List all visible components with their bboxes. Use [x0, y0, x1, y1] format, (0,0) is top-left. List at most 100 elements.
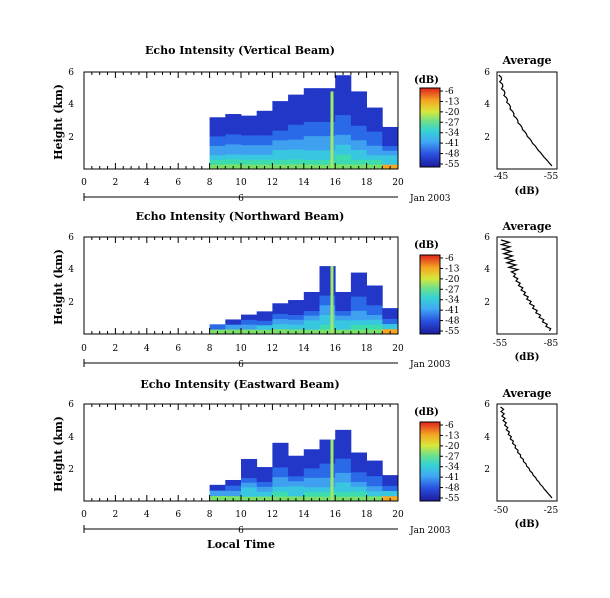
heatmap-cell	[303, 140, 320, 146]
heatmap-cell	[272, 125, 289, 131]
heatmap-cell	[272, 303, 289, 309]
colorbar-tick-label: -6	[445, 421, 454, 431]
heatmap-cell	[272, 467, 289, 473]
heatmap-cell	[272, 452, 289, 458]
colorbar-tick-label: -34	[445, 463, 460, 473]
day-label: 6	[238, 526, 244, 536]
heatmap-cell	[303, 296, 320, 302]
heatmap-cell	[319, 159, 336, 165]
heatmap-cell	[335, 291, 352, 298]
heatmap-cell	[366, 490, 383, 497]
heatmap-cell	[303, 135, 320, 141]
heatmap-cell	[303, 102, 320, 108]
heatmap-cell	[241, 482, 258, 488]
heatmap-cell	[335, 80, 352, 86]
heatmap-cell	[350, 319, 367, 325]
heatmap-cell	[303, 121, 320, 127]
heatmap-cell	[256, 154, 273, 160]
avg-y-tick-label: 6	[484, 233, 490, 243]
y-axis-label: Height (km)	[52, 84, 65, 160]
heatmap-cell	[272, 135, 289, 141]
heatmap-cell	[272, 144, 289, 150]
heatmap-cell	[272, 318, 289, 325]
heatmap-cell	[225, 159, 242, 165]
heatmap-cell	[288, 485, 305, 492]
heatmap-cell	[225, 139, 242, 145]
colorbar-tick-label: -13	[445, 264, 460, 274]
heatmap-cell	[335, 453, 352, 459]
heatmap-cell	[319, 285, 336, 291]
y-tick-label: 4	[68, 433, 74, 443]
heatmap-cell	[350, 159, 367, 165]
heatmap-cell	[319, 463, 336, 469]
heatmap-cell	[319, 444, 336, 450]
heatmap-cell	[225, 490, 242, 497]
heatmap-cell	[303, 458, 320, 464]
heatmap-cell	[225, 144, 242, 150]
heatmap-cell	[319, 309, 336, 315]
heatmap-cell	[225, 485, 242, 491]
heatmap-cell	[288, 94, 305, 100]
x-ticks	[83, 404, 399, 501]
heatmap-cell	[366, 131, 383, 137]
heatmap-cell	[303, 88, 320, 94]
heatmap-cell	[319, 280, 336, 286]
avg-y-tick-label: 2	[484, 298, 490, 308]
date-label: Jan 2003	[409, 194, 451, 204]
heatmap-cell	[350, 125, 367, 131]
heatmap-cell	[319, 270, 336, 277]
x-tick-label: 6	[175, 510, 181, 520]
heatmap-cell	[366, 285, 383, 291]
day-label: 6	[238, 194, 244, 204]
heatmap-cell	[225, 324, 242, 330]
x-tick-label: 16	[329, 344, 341, 354]
heatmap-cell	[350, 96, 367, 102]
heatmap-cell	[241, 125, 258, 131]
heatmap-cell	[256, 115, 273, 121]
heatmap-cell	[256, 139, 273, 146]
heatmap-area	[209, 266, 399, 335]
colorbar-tick-label: -55	[445, 494, 460, 504]
colorbar-tick-label: -20	[445, 108, 460, 118]
heatmap-cell	[303, 149, 320, 156]
heatmap-cell	[366, 304, 383, 311]
heatmap-cell	[288, 124, 305, 130]
heatmap-cell	[288, 114, 305, 120]
heatmap-cell	[303, 145, 320, 151]
heatmap-cell	[241, 154, 258, 160]
heatmap-cell	[350, 486, 367, 492]
heatmap-cell	[382, 150, 399, 156]
heatmap-cell	[335, 114, 352, 121]
y-tick-label: 2	[68, 298, 74, 308]
average-profile-line	[499, 239, 552, 332]
average-title: Average	[501, 387, 551, 400]
heatmap-cell	[382, 485, 399, 492]
colorbar-tick-label: -27	[445, 452, 460, 462]
heatmap-cell	[366, 309, 383, 315]
heatmap-cell	[241, 144, 258, 150]
heatmap-cell	[256, 324, 273, 330]
heatmap-area	[209, 75, 399, 170]
heatmap-cell	[319, 449, 336, 455]
heatmap-cell	[366, 290, 383, 296]
x-tick-label: 8	[207, 510, 213, 520]
heatmap-cell	[303, 486, 320, 492]
colorbar-tick-label: -41	[445, 306, 460, 316]
heatmap-cell	[209, 131, 226, 137]
heatmap-cell	[288, 475, 305, 482]
heatmap-cell	[303, 305, 320, 312]
x-axis-label: Local Time	[207, 538, 275, 551]
heatmap-cell	[366, 460, 383, 467]
heatmap-cell	[350, 149, 367, 155]
y-axis-label: Height (km)	[52, 416, 65, 492]
heatmap-streak	[330, 439, 334, 501]
heatmap-cell	[303, 126, 320, 132]
heatmap-cell	[288, 104, 305, 110]
x-tick-label: 12	[267, 344, 278, 354]
heatmap-cell	[288, 144, 305, 150]
heatmap-cell	[335, 94, 352, 101]
heatmap-cell	[335, 458, 352, 464]
heatmap-cell	[366, 140, 383, 146]
heatmap-cell	[288, 304, 305, 311]
